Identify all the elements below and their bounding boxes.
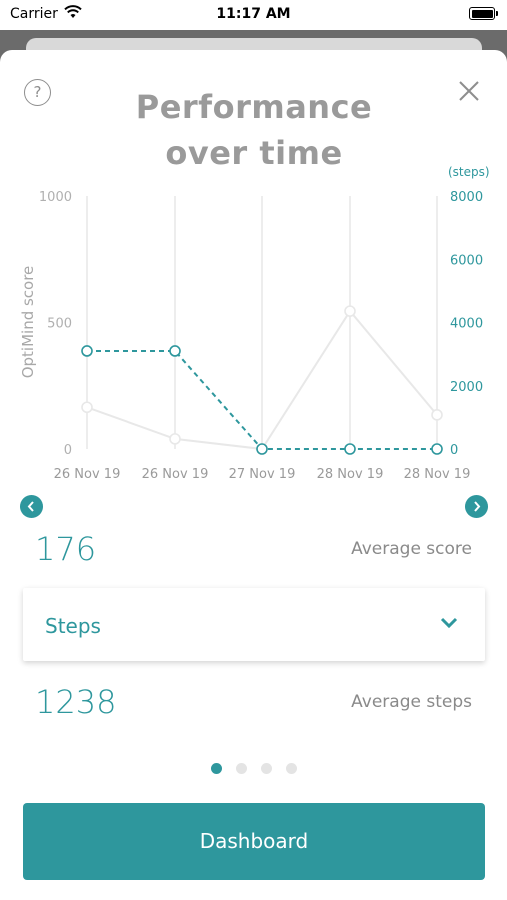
x-tick-label: 28 Nov 19 (317, 467, 384, 482)
y-tick-label: 500 (47, 317, 72, 332)
page-title: Performance over time (104, 84, 404, 176)
x-tick-label: 26 Nov 19 (142, 467, 209, 482)
data-point (256, 443, 268, 455)
data-point (344, 305, 356, 317)
close-icon[interactable] (458, 80, 480, 102)
page-dot[interactable] (235, 763, 247, 774)
y-tick-label: 0 (64, 443, 72, 458)
status-bar: Carrier 11:17 AM (0, 0, 507, 30)
y-tick-label: 1000 (39, 190, 72, 205)
data-point (431, 409, 443, 421)
x-tick-label: 28 Nov 19 (404, 467, 471, 482)
chevron-right-icon (474, 501, 481, 512)
help-icon[interactable]: ? (24, 79, 51, 106)
next-period-button[interactable] (465, 495, 488, 518)
title-line-2: over time (165, 134, 343, 172)
metric-dropdown-value: Steps (45, 614, 101, 638)
average-steps-label: Average steps (351, 692, 472, 712)
chevron-left-icon (27, 501, 34, 512)
modal-sheet (0, 50, 507, 900)
data-point (169, 433, 181, 445)
average-steps-value: 1238 (35, 683, 117, 721)
y2-tick-label: 2000 (450, 380, 483, 395)
y2-tick-label: 8000 (450, 190, 483, 205)
y-axis-label: OptiMind score (19, 266, 37, 379)
clock: 11:17 AM (216, 6, 291, 22)
page-dot[interactable] (210, 763, 222, 774)
data-point (431, 443, 443, 455)
data-point (169, 345, 181, 357)
data-point (344, 443, 356, 455)
dashboard-button[interactable]: Dashboard (23, 803, 485, 880)
y2-tick-label: 0 (450, 443, 458, 458)
average-score-value: 176 (35, 530, 97, 568)
performance-chart: 0 500 1000 0 2000 4000 6000 8000 (steps) OptiMind… (19, 165, 490, 482)
carrier-label: Carrier (10, 6, 58, 22)
data-point (81, 401, 93, 414)
page-dot[interactable] (260, 763, 272, 774)
data-point (81, 345, 93, 357)
x-tick-label: 26 Nov 19 (54, 467, 121, 482)
y2-tick-label: 6000 (450, 253, 483, 268)
title-line-1: Performance (135, 88, 373, 126)
chevron-down-icon (440, 617, 458, 629)
y2-tick-label: 4000 (450, 317, 483, 332)
x-tick-label: 27 Nov 19 (229, 467, 296, 482)
y2-axis-label: (steps) (448, 165, 490, 179)
wifi-icon (64, 5, 82, 18)
average-score-label: Average score (351, 539, 472, 559)
battery-icon (469, 7, 498, 20)
metric-dropdown[interactable]: Steps (23, 588, 485, 661)
page-indicator (0, 763, 507, 774)
previous-period-button[interactable] (20, 495, 43, 518)
page-dot[interactable] (285, 763, 297, 774)
